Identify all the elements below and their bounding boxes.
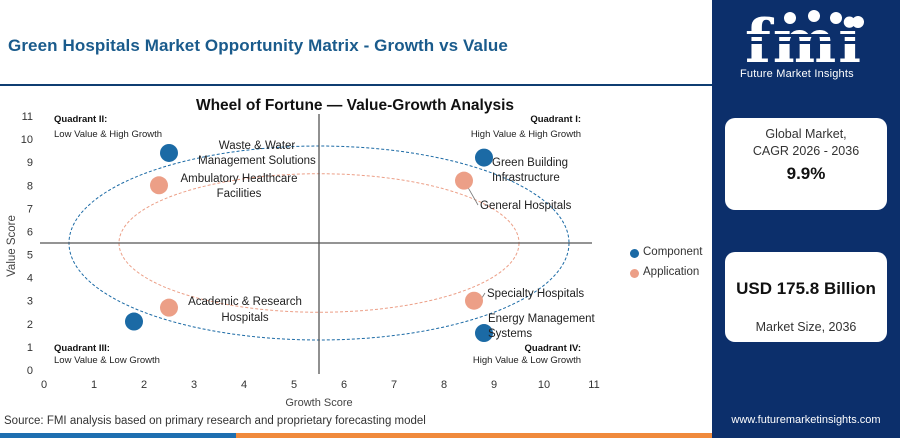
x-tick-label: 6 <box>341 379 347 391</box>
point-label-academic-research-hospitals: Academic & Research <box>188 296 302 308</box>
logo-tagline: Future Market Insights <box>740 68 854 80</box>
y-tick-label: 9 <box>27 157 33 169</box>
x-tick-label: 10 <box>538 379 550 391</box>
point-label-green-building-infrastructure: Green Building <box>492 157 568 169</box>
legend-item-component: Component <box>630 246 720 262</box>
chart-title: Wheel of Fortune — Value-Growth Analysis <box>196 97 514 114</box>
market-size-label: Market Size, 2036 <box>755 320 857 334</box>
point-specialty-hospitals <box>465 291 483 310</box>
y-tick-label: 7 <box>27 203 33 215</box>
point-label-general-hospitals: General Hospitals <box>480 200 572 212</box>
market-size-value: USD 175.8 Billion <box>736 279 876 298</box>
x-tick-label: 11 <box>588 379 599 391</box>
y-tick-label: 0 <box>27 365 33 377</box>
point-label-green-building-infrastructure: Infrastructure <box>492 172 560 184</box>
point-label-waste-water-management-solutions: Management Solutions <box>198 155 316 167</box>
y-tick-label: 11 <box>22 111 33 123</box>
q2-description: Low Value & High Growth <box>54 129 162 140</box>
y-tick-label: 8 <box>27 180 33 192</box>
point-label-waste-water-management-solutions: Waste & Water <box>219 140 296 152</box>
q4-description: High Value & Low Growth <box>473 355 581 366</box>
page-title: Green Hospitals Market Opportunity Matri… <box>8 36 508 55</box>
point-general-hospitals <box>455 171 473 190</box>
point-ambulatory-healthcare-facilities <box>150 176 168 195</box>
quadrant-dividers <box>40 114 592 374</box>
point-label-ambulatory-healthcare-facilities: Facilities <box>217 188 262 200</box>
point-waste-water-management-solutions <box>160 143 178 162</box>
x-tick-label: 0 <box>41 379 47 391</box>
point-green-building-infrastructure <box>475 148 493 167</box>
x-tick-label: 2 <box>141 379 147 391</box>
cagr-label: Global Market, CAGR 2026 - 2036 <box>725 126 887 160</box>
q3-title: Quadrant III: <box>54 343 110 354</box>
point-unlabeled <box>125 312 143 331</box>
q2-title: Quadrant II: <box>54 114 107 125</box>
y-tick-label: 6 <box>27 226 33 238</box>
website-link[interactable]: www.futuremarketinsights.com <box>731 414 881 426</box>
legend-item-application: Application <box>630 266 720 282</box>
application-dot-icon <box>630 269 639 278</box>
point-label-energy-management-systems: Systems <box>488 328 532 340</box>
component-dot-icon <box>630 249 639 258</box>
y-axis-label: Value Score <box>6 215 18 277</box>
x-tick-label: 8 <box>441 379 447 391</box>
point-label-energy-management-systems: Energy Management <box>488 313 596 325</box>
market-size-card: USD 175.8 Billion Market Size, 2036 <box>725 252 887 342</box>
point-energy-management-systems <box>475 324 493 343</box>
header: Green Hospitals Market Opportunity Matri… <box>0 0 712 88</box>
q3-description: Low Value & Low Growth <box>54 355 160 366</box>
q4-title: Quadrant IV: <box>525 343 581 354</box>
point-label-specialty-hospitals: Specialty Hospitals <box>487 288 584 300</box>
point-label-academic-research-hospitals: Hospitals <box>221 312 269 324</box>
footer-stripe-blue <box>0 433 236 438</box>
opportunity-matrix-chart: Wheel of Fortune — Value-Growth Analysis… <box>6 97 600 408</box>
fmi-logo: fmi <box>740 7 870 77</box>
cagr-label-line-1: Global Market, <box>765 127 847 141</box>
y-tick-label: 3 <box>27 296 33 308</box>
y-tick-label: 1 <box>27 342 33 354</box>
data-points: Waste & Water Management Solutions Green B… <box>125 140 596 343</box>
point-label-ambulatory-healthcare-facilities: Ambulatory Healthcare <box>181 173 298 185</box>
legend-label-component: Component <box>643 246 703 258</box>
cagr-card: Global Market, CAGR 2026 - 2036 9.9% <box>725 118 887 210</box>
q1-description: High Value & High Growth <box>471 129 581 140</box>
x-tick-label: 5 <box>291 379 297 391</box>
y-tick-label: 2 <box>27 319 33 331</box>
x-tick-label: 9 <box>491 379 497 391</box>
leader-line <box>466 185 479 206</box>
quadrant-labels: Quadrant II: Low Value & High Growth Quadr… <box>54 114 581 366</box>
x-tick-label: 1 <box>91 379 97 391</box>
axis-ticks: 0 1 2 3 4 5 6 7 8 9 10 11 0 1 2 3 4 5 6 7 8 9 10 11 <box>21 111 600 391</box>
legend-label-application: Application <box>643 266 700 278</box>
sidebar <box>712 0 900 438</box>
q1-title: Quadrant I: <box>530 114 581 125</box>
title-divider <box>0 84 712 86</box>
x-tick-label: 7 <box>391 379 397 391</box>
x-tick-label: 4 <box>241 379 247 391</box>
y-tick-label: 4 <box>27 273 33 285</box>
x-axis-label: Growth Score <box>285 397 352 408</box>
footer-stripe-navy <box>712 433 900 438</box>
cagr-value: 9.9% <box>786 164 826 183</box>
x-tick-label: 3 <box>191 379 197 391</box>
footer-stripe-orange <box>236 433 712 438</box>
cagr-label-line-2: CAGR 2026 - 2036 <box>752 144 860 158</box>
y-tick-label: 10 <box>21 134 33 146</box>
point-academic-research-hospitals <box>160 298 178 317</box>
source-note: Source: FMI analysis based on primary re… <box>4 415 426 427</box>
y-tick-label: 5 <box>27 250 33 262</box>
